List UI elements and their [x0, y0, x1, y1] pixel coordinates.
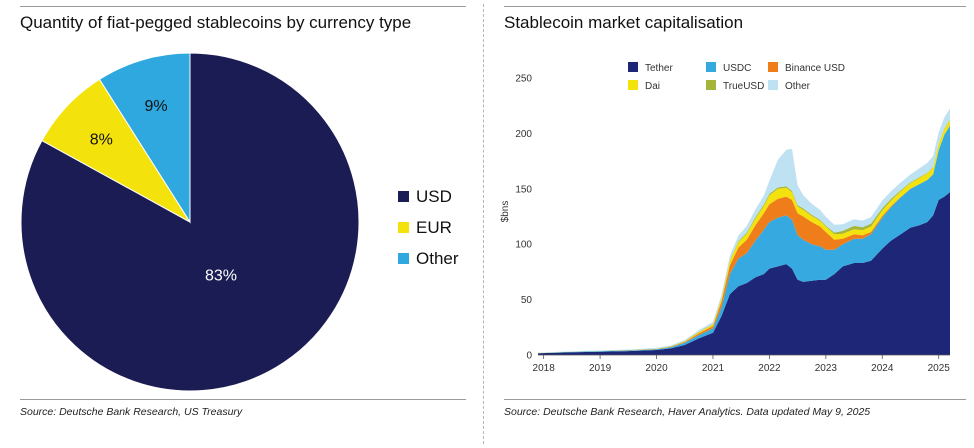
top-rule [20, 6, 466, 7]
bottom-rule [20, 399, 466, 400]
x-tick-label: 2020 [645, 363, 668, 374]
legend-label-other: Other [785, 81, 811, 92]
legend-label-other: Other [416, 249, 459, 268]
y-tick-label: 50 [521, 295, 533, 306]
pie-source-note: Source: Deutsche Bank Research, US Treas… [20, 406, 243, 418]
legend-swatch-usd [398, 191, 409, 202]
pie-slice-other [98, 52, 191, 224]
legend-label-dai: Dai [645, 81, 660, 92]
area-series-tether [538, 192, 950, 355]
legend-swatch-usdc [706, 62, 716, 72]
pie-slice-usd [20, 52, 360, 392]
area-series-usdc [538, 125, 950, 354]
y-tick-label: 0 [526, 351, 532, 362]
area-series-dai [538, 120, 950, 354]
pie-chart-title: Quantity of fiat-pegged stablecoins by c… [20, 13, 412, 32]
legend-swatch-trueusd [706, 80, 716, 90]
y-tick-label: 150 [515, 184, 532, 195]
area-legend: Tether USDC Binance USD Dai TrueUSD Other [628, 62, 845, 92]
pie-slice-label-eur: 8% [90, 132, 113, 149]
legend-label-eur: EUR [416, 218, 452, 237]
x-tick-label: 2024 [871, 363, 894, 374]
area-axes: 0 50 100 150 200 250 2018 2019 2020 2021 2022 2023 2… [500, 74, 950, 375]
x-tick-label: 2019 [589, 363, 612, 374]
y-tick-label: 200 [515, 129, 532, 140]
pie-slice-labels: 83% 8% 9% [90, 98, 237, 284]
area-source-note: Source: Deutsche Bank Research, Haver An… [504, 406, 871, 418]
area-series-trueusd [538, 119, 950, 353]
area-series-other [538, 108, 950, 353]
pie-chart-panel: Quantity of fiat-pegged stablecoins by c… [0, 0, 474, 448]
pie-chart: 83% 8% 9% USD EUR Other [20, 52, 459, 392]
top-rule [504, 6, 966, 7]
legend-swatch-tether [628, 62, 638, 72]
pie-legend: USD EUR Other [398, 187, 459, 268]
x-tick-label: 2018 [533, 363, 556, 374]
legend-label-trueusd: TrueUSD [723, 81, 764, 92]
area-chart-title: Stablecoin market capitalisation [504, 13, 744, 32]
area-series [538, 108, 950, 355]
x-tick-label: 2023 [815, 363, 838, 374]
legend-swatch-other [768, 80, 778, 90]
legend-label-tether: Tether [645, 63, 673, 74]
y-tick-label: 250 [515, 74, 532, 85]
x-tick-label: 2022 [758, 363, 781, 374]
y-axis-label: $bns [500, 201, 511, 223]
legend-swatch-eur [398, 222, 409, 233]
legend-label-usd: USD [416, 187, 452, 206]
bottom-rule [504, 399, 966, 400]
y-tick-label: 100 [515, 240, 532, 251]
legend-swatch-other [398, 253, 409, 264]
pie-slice-label-usd: 83% [205, 267, 237, 284]
area-chart: 0 50 100 150 200 250 2018 2019 2020 2021 2022 2023 2… [500, 62, 950, 375]
legend-label-binance-usd: Binance USD [785, 63, 845, 74]
legend-label-usdc: USDC [723, 63, 751, 74]
legend-swatch-binance-usd [768, 62, 778, 72]
x-tick-label: 2025 [928, 363, 951, 374]
pie-slices [20, 52, 360, 392]
pie-slice-label-other: 9% [144, 98, 167, 115]
legend-swatch-dai [628, 80, 638, 90]
x-tick-label: 2021 [702, 363, 725, 374]
panel-divider [483, 4, 484, 444]
area-chart-panel: Stablecoin market capitalisation 0 50 100 1… [488, 0, 974, 448]
